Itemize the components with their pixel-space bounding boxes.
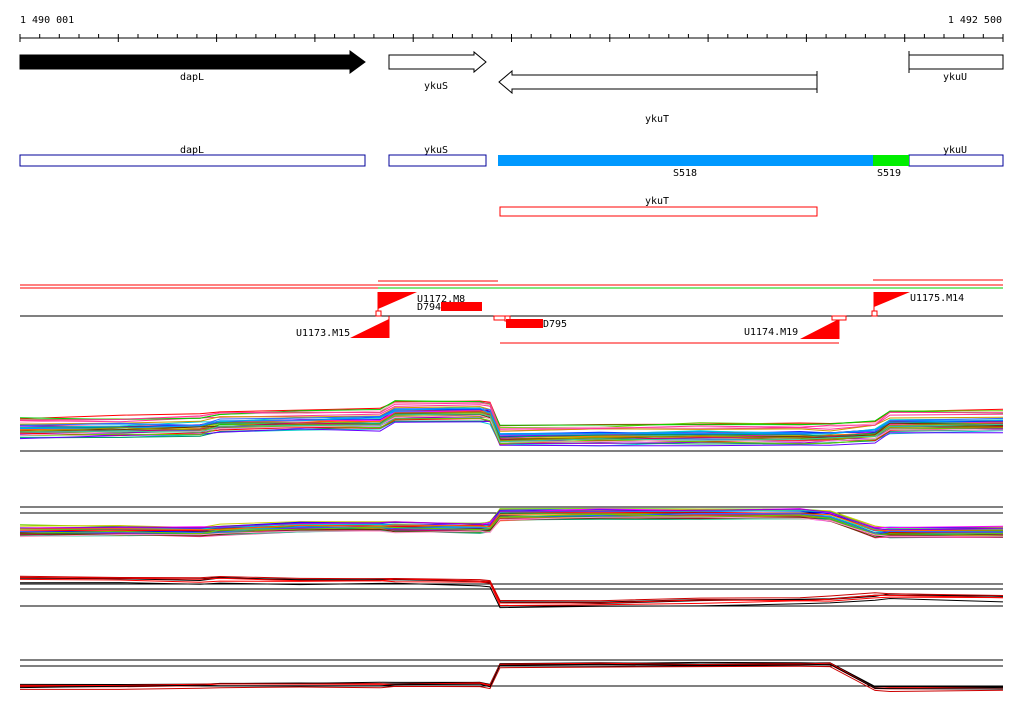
profile-line: [20, 665, 1004, 693]
segment-s518[interactable]: [498, 155, 873, 166]
annotation-box-ykuu[interactable]: [908, 154, 1004, 167]
segment-label-s518: S518: [673, 168, 697, 179]
gene-label-dapl: dapL: [180, 72, 204, 83]
expression-panel-3: [19, 575, 1004, 609]
profile-line: [19, 662, 1003, 690]
segment-s519[interactable]: [873, 155, 909, 166]
feature-label-d795: D795: [543, 319, 567, 330]
profile-line: [19, 663, 1004, 690]
feature-flag-u1174-m19[interactable]: [800, 319, 839, 339]
profile-line: [19, 577, 1004, 604]
gene-label-ykut: ykuT: [645, 114, 669, 125]
profile-line: [19, 404, 1004, 432]
expression-panel-1: [19, 400, 1004, 452]
feature-marker-u1172-m8: [375, 310, 382, 317]
gene-arrow-dapl[interactable]: [19, 50, 366, 74]
gene-arrow-ykus[interactable]: [388, 50, 487, 74]
feature-track: U1172.M8 D794 U1173.M15 D795 U1174.M19 U…: [20, 279, 1003, 344]
profile-line: [19, 516, 1004, 538]
profile-line: [19, 413, 1004, 443]
feature-marker-u1174-m19: [831, 315, 847, 321]
transcript-box-ykut[interactable]: [499, 206, 818, 217]
annotation-track: dapL ykuS ykuU S518 S519 ykuT: [19, 145, 1004, 217]
feature-flag-u1172-m8[interactable]: [378, 292, 417, 309]
gene-label-ykuu: ykuU: [943, 72, 967, 83]
annotation-box-ykus[interactable]: [388, 154, 487, 167]
coordinate-ruler: 1 490 001 1 492 500: [19, 15, 1004, 42]
profile-line: [19, 413, 1004, 440]
gene-label-ykus: ykuS: [424, 81, 448, 92]
profile-line: [19, 508, 1004, 531]
feature-label-u1174-m19: U1174.M19: [744, 327, 798, 338]
segment-label-s519: S519: [877, 168, 901, 179]
feature-label-u1173-m15: U1173.M15: [296, 328, 350, 339]
gene-track: dapL ykuS ykuT ykuU: [19, 50, 1004, 125]
feature-label-u1172-m8: U1172.M8: [417, 294, 465, 305]
ruler-ticks: [19, 34, 1004, 42]
ruler-end-label: 1 492 500: [948, 15, 1002, 26]
annotation-label-ykus: ykuS: [424, 145, 448, 156]
feature-label-u1175-m14: U1175.M14: [910, 293, 964, 304]
gene-arrow-ykut[interactable]: [498, 69, 818, 95]
annotation-label-ykuu: ykuU: [943, 145, 967, 156]
profile-line: [19, 575, 1004, 602]
feature-flag-u1173-m15[interactable]: [350, 319, 389, 338]
profile-line: [19, 513, 1004, 535]
feature-flag-u1175-m14[interactable]: [874, 292, 910, 307]
feature-block-d794[interactable]: [441, 302, 482, 311]
annotation-box-dapl[interactable]: [19, 154, 366, 167]
profile-line: [19, 513, 1004, 532]
profile-line: [19, 582, 1004, 609]
profile-line: [19, 414, 1004, 443]
profile-line: [19, 417, 1004, 445]
transcript-label-ykut: ykuT: [645, 196, 669, 207]
profile-line: [19, 411, 1004, 442]
ruler-start-label: 1 490 001: [20, 15, 74, 26]
profile-line: [19, 516, 1004, 538]
feature-block-d795[interactable]: [506, 319, 543, 328]
annotation-label-dapl: dapL: [180, 145, 204, 156]
expression-panel-2: [19, 506, 1004, 539]
expression-panel-4: [19, 659, 1004, 693]
profile-line: [19, 402, 1004, 430]
feature-marker-u1175-m14: [871, 310, 878, 317]
feature-label-d794: D794: [417, 302, 441, 313]
gene-box-ykuu[interactable]: [908, 54, 1004, 70]
profile-line: [19, 508, 1004, 529]
